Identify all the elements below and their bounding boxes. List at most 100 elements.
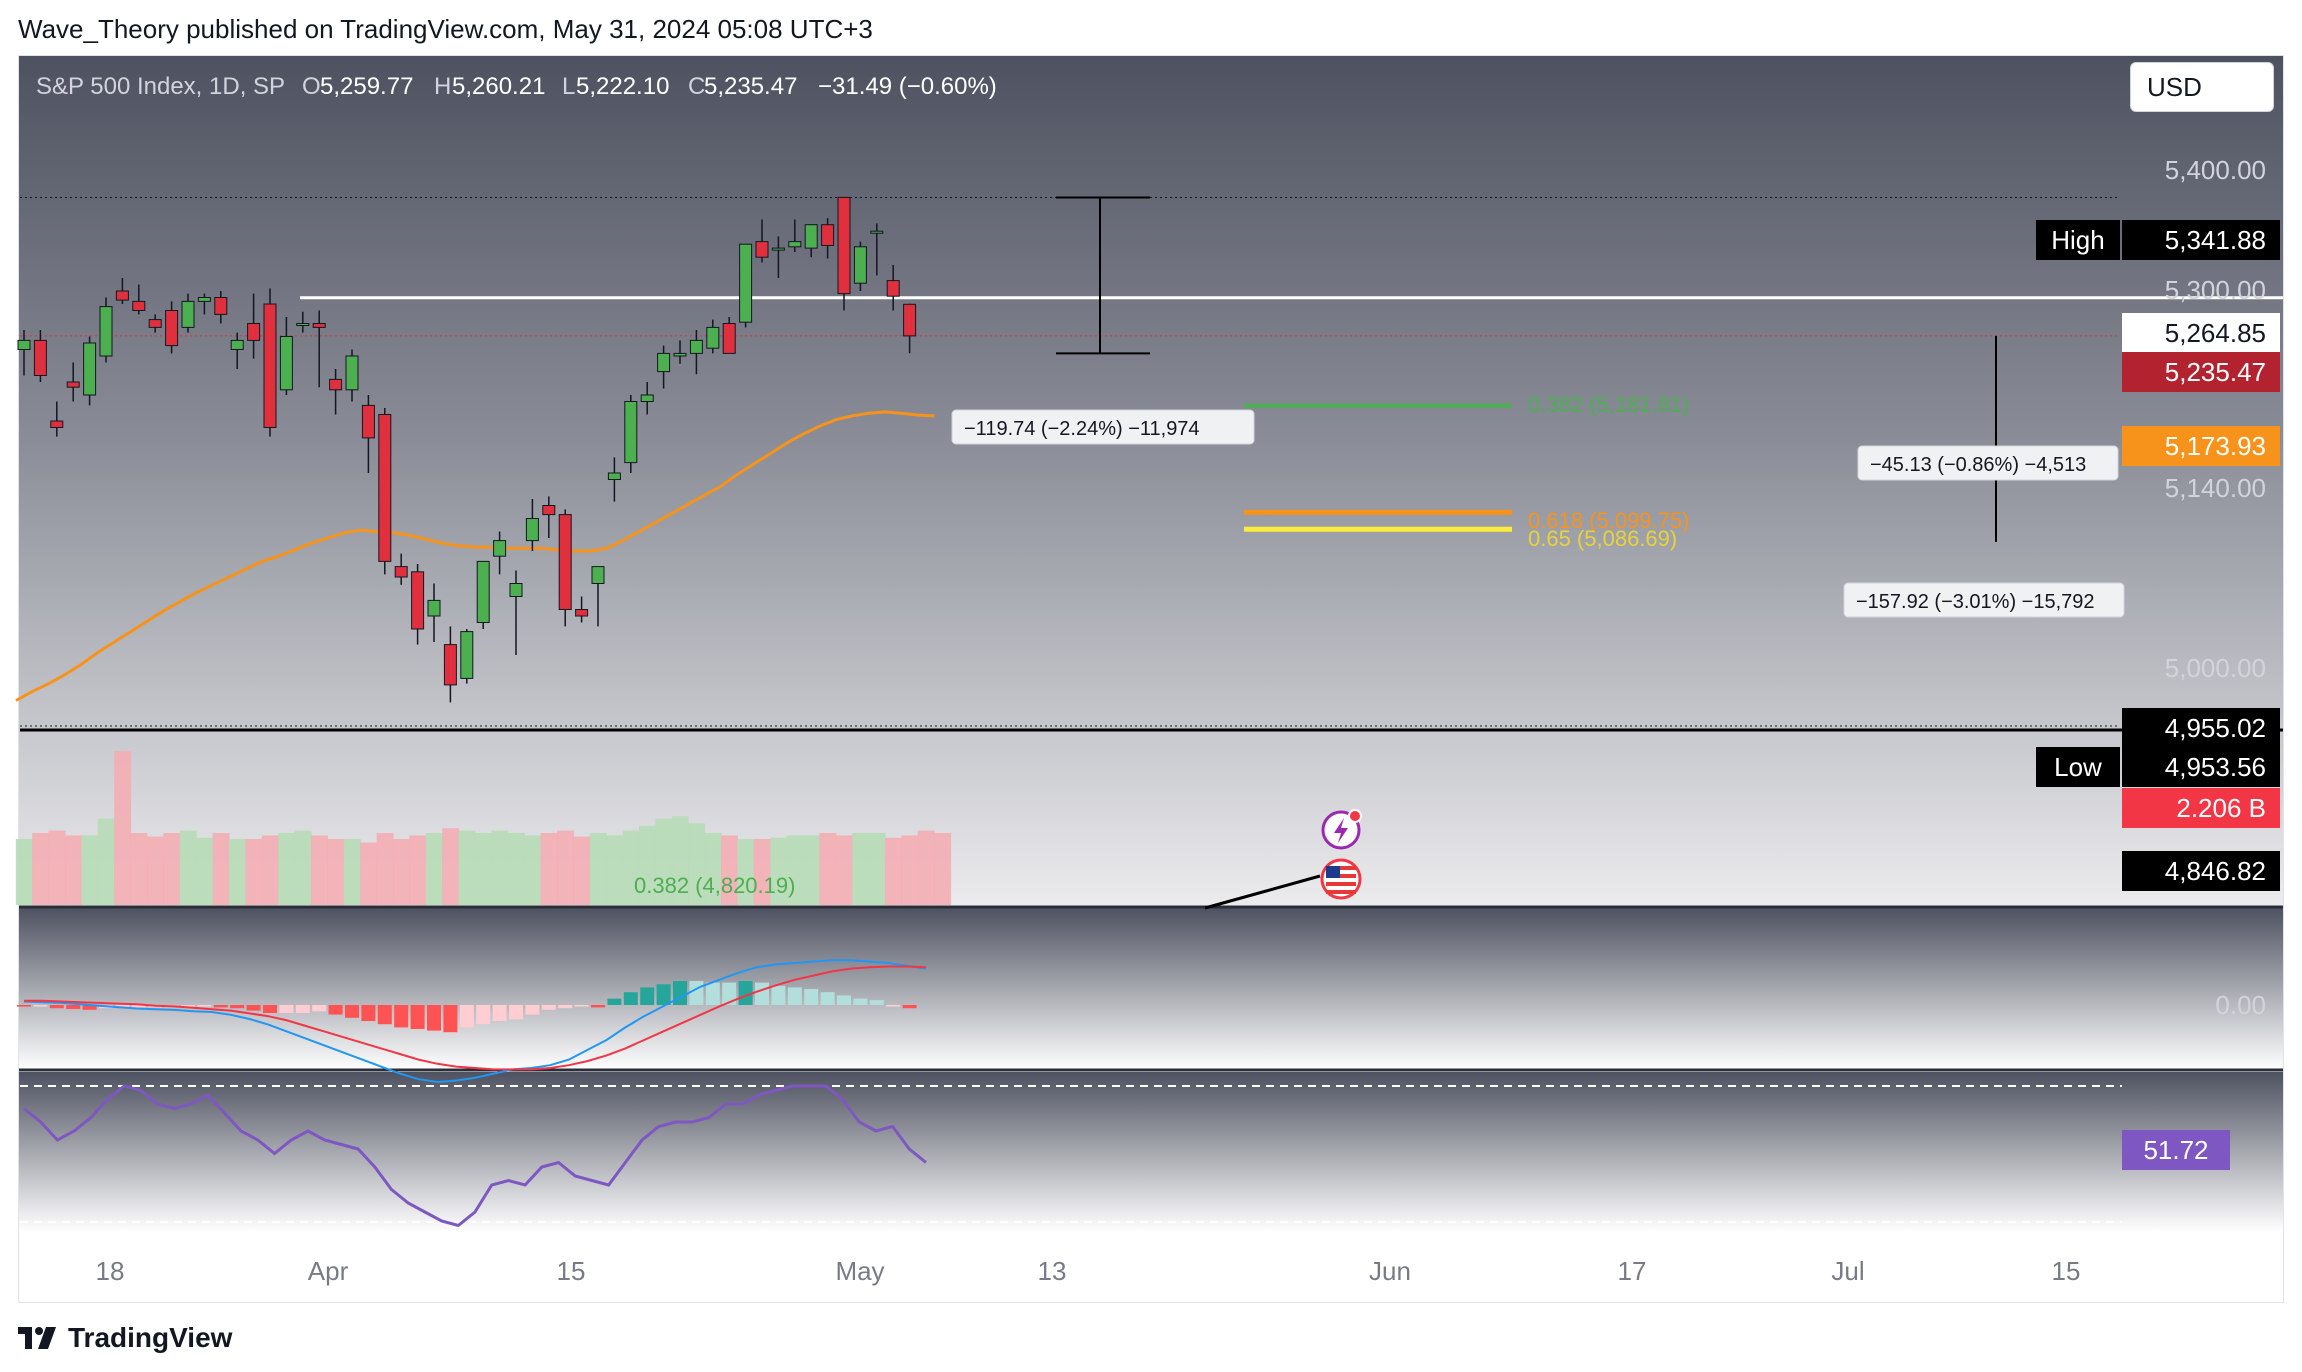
volume-bar [163, 833, 181, 905]
price-badge-tag [2036, 220, 2120, 260]
bolt-icon[interactable] [1321, 809, 1362, 850]
tradingview-logo-icon[interactable] [18, 1327, 58, 1349]
volume-bar [721, 835, 738, 905]
candle-body [673, 352, 687, 357]
candles-layer [17, 196, 917, 703]
macd-histogram-bar [49, 1005, 64, 1009]
volume-bar [803, 835, 820, 905]
volume-bar [573, 836, 591, 905]
volume-bar [835, 835, 853, 905]
volume-bar [704, 833, 722, 905]
macd-histogram-bar [410, 1005, 425, 1029]
volume-bar [425, 833, 443, 905]
volume-bar [261, 835, 279, 905]
candle-body [525, 518, 539, 542]
volume-bar [606, 835, 624, 905]
price-badge-label: Low [2054, 752, 2102, 782]
volume-bar [688, 823, 706, 905]
legend-c-label: C [688, 73, 705, 100]
volume-bar [294, 830, 312, 905]
legend-o-label: O [302, 73, 321, 100]
price-badge [2122, 352, 2280, 392]
macd-line [23, 959, 927, 1084]
candle-body [903, 303, 917, 337]
macd-histogram-bar [443, 1005, 458, 1033]
us-flag-icon[interactable] [1320, 858, 1362, 900]
macd-histogram-bar [492, 1005, 507, 1021]
x-tick-label: 17 [1618, 1256, 1647, 1286]
volume-bar [327, 839, 345, 905]
macd-histogram-bar [345, 1005, 359, 1018]
macd-tick-label: 0.00 [2215, 990, 2266, 1020]
macd-histogram-bar [623, 992, 638, 1005]
price-badge [2122, 313, 2280, 353]
price-axis[interactable]: 5,400.00 5,300.00 5,140.00 5,000.00 0.00 5,34… [2036, 155, 2280, 1020]
macd-histogram-bar [755, 982, 769, 1005]
volume-bar [622, 830, 640, 905]
trend-line [1204, 874, 1321, 910]
candle-body [804, 224, 818, 249]
candle-body [657, 352, 671, 373]
candle-body [230, 339, 244, 350]
legend-o-value: 5,259.77 [320, 73, 413, 100]
rsi-value: 51.72 [2143, 1135, 2208, 1165]
x-tick-label: May [835, 1256, 884, 1286]
legend: S&P 500 Index, 1D, SP O 5,259.77 H 5,260… [36, 73, 997, 100]
x-tick-label: 13 [1038, 1256, 1067, 1286]
macd-histogram-bar [640, 987, 655, 1005]
publish-info: Wave_Theory published on TradingView.com… [18, 14, 873, 44]
chart-frame[interactable] [18, 55, 2284, 1303]
macd-histogram-bar [771, 985, 786, 1005]
price-badge [2122, 747, 2280, 787]
macd-histogram-bar [673, 981, 687, 1005]
macd-histogram-bar [689, 981, 704, 1005]
currency-button[interactable]: USD [2130, 62, 2274, 112]
macd-histogram-bar [476, 1005, 491, 1025]
macd-histogram-bar [279, 1005, 294, 1013]
candle-body [640, 394, 654, 402]
candle-body [66, 381, 80, 388]
candle-body [329, 378, 343, 391]
candle-body [542, 505, 556, 516]
volume-bar [81, 835, 99, 905]
price-badge-value: 5,173.93 [2165, 431, 2266, 461]
macd-histogram-bar [230, 1005, 245, 1009]
macd-histogram-bar [295, 1005, 310, 1013]
macd-histogram-bar [558, 1005, 573, 1009]
volume-bar [114, 751, 132, 905]
rsi-pane-bg [19, 1072, 2283, 1232]
rsi-line [23, 1084, 927, 1228]
macd-histogram-bar [361, 1005, 376, 1021]
price-badge-value: 5,341.88 [2165, 225, 2266, 255]
price-badge-value: 5,235.47 [2165, 357, 2266, 387]
candle-body [722, 323, 736, 354]
moving-average-line [15, 410, 935, 702]
macd-histogram-bar [427, 1005, 441, 1031]
volume-bar [589, 833, 607, 905]
candle-body [394, 566, 408, 578]
legend-h-value: 5,260.21 [452, 73, 545, 100]
price-badge-label: High [2051, 225, 2104, 255]
candle-body [591, 566, 605, 584]
volume-bar [442, 828, 460, 905]
time-axis[interactable]: 18 Apr 15 May 13 Jun 17 Jul 15 [96, 1256, 2081, 1286]
macd-histogram-bar [886, 1005, 901, 1007]
signal-line [24, 965, 927, 1071]
volume-bar [753, 839, 771, 905]
labels-layer: −119.74 (−2.24%) −11,974 −45.13 (−0.86%) … [634, 392, 2125, 898]
candle-body [575, 609, 589, 617]
candle-body [788, 241, 802, 248]
volume-bar [48, 830, 66, 905]
volume-bar [868, 833, 886, 905]
brand-name[interactable]: TradingView [68, 1322, 233, 1353]
macd-histogram-bar [820, 992, 835, 1005]
volume-bar [770, 837, 788, 905]
macd-histogram-bar [722, 982, 737, 1005]
candle-body [132, 300, 146, 311]
legend-c-value: 5,235.47 [704, 73, 797, 100]
candle-body [755, 241, 769, 258]
measure-label-box [951, 409, 1255, 445]
volume-bar [393, 839, 410, 905]
y-tick-label: 5,400.00 [2165, 155, 2266, 185]
